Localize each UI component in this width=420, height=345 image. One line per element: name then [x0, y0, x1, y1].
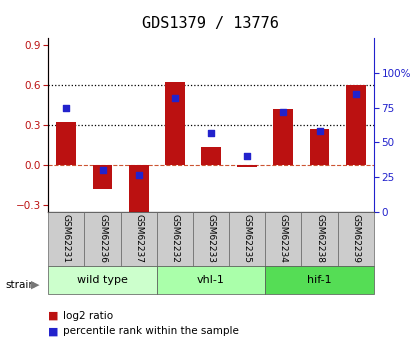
Bar — [273, 109, 293, 165]
Text: GSM62239: GSM62239 — [351, 214, 360, 264]
Bar — [48, 212, 84, 266]
Text: GSM62235: GSM62235 — [243, 214, 252, 264]
Text: GSM62236: GSM62236 — [98, 214, 107, 264]
Text: ▶: ▶ — [31, 280, 39, 289]
Text: GSM62232: GSM62232 — [171, 215, 179, 263]
Bar — [157, 212, 193, 266]
Bar — [237, 165, 257, 167]
Point — [244, 154, 251, 159]
Text: hif-1: hif-1 — [307, 275, 332, 285]
Bar — [157, 266, 265, 294]
Bar — [302, 212, 338, 266]
Bar — [121, 212, 157, 266]
Text: GSM62233: GSM62233 — [207, 214, 215, 264]
Text: GSM62238: GSM62238 — [315, 214, 324, 264]
Bar — [165, 82, 185, 165]
Point — [63, 105, 70, 110]
Text: percentile rank within the sample: percentile rank within the sample — [63, 326, 239, 336]
Point — [171, 95, 178, 101]
Bar — [193, 212, 229, 266]
Text: wild type: wild type — [77, 275, 128, 285]
Text: strain: strain — [5, 280, 35, 289]
Bar — [229, 212, 265, 266]
Point — [316, 129, 323, 134]
Point — [99, 168, 106, 173]
Bar — [265, 266, 374, 294]
Text: log2 ratio: log2 ratio — [63, 311, 113, 321]
Bar — [84, 212, 121, 266]
Text: GDS1379 / 13776: GDS1379 / 13776 — [142, 16, 278, 30]
Bar — [129, 165, 149, 219]
Text: ■: ■ — [48, 326, 59, 336]
Bar — [201, 147, 221, 165]
Point — [352, 91, 359, 97]
Bar — [265, 212, 302, 266]
Bar — [310, 129, 330, 165]
Text: GSM62237: GSM62237 — [134, 214, 143, 264]
Point — [280, 109, 287, 115]
Text: GSM62231: GSM62231 — [62, 214, 71, 264]
Text: ■: ■ — [48, 311, 59, 321]
Point — [208, 130, 215, 136]
Text: GSM62234: GSM62234 — [279, 215, 288, 263]
Bar — [92, 165, 113, 189]
Bar — [56, 122, 76, 165]
Point — [135, 172, 142, 177]
Text: vhl-1: vhl-1 — [197, 275, 225, 285]
Bar — [48, 266, 157, 294]
Bar — [346, 85, 366, 165]
Bar — [338, 212, 374, 266]
